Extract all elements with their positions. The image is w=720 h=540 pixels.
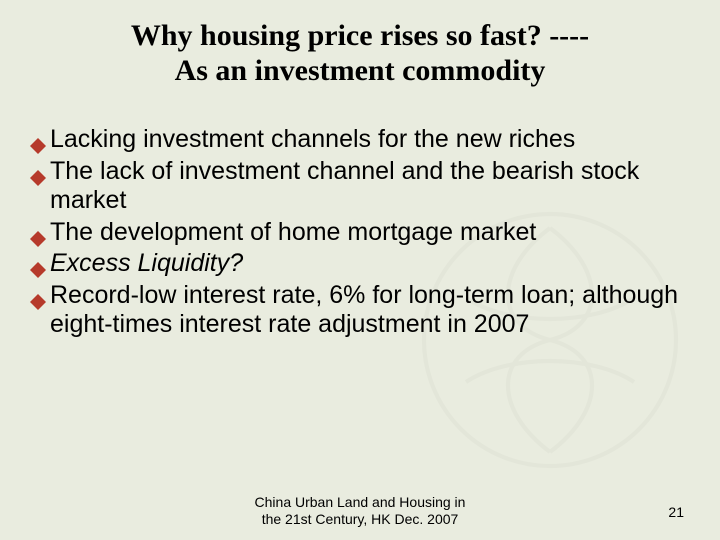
diamond-bullet-icon: [30, 256, 46, 272]
bullet-item: Record-low interest rate, 6% for long-te…: [30, 281, 690, 340]
bullet-text: Lacking investment channels for the new …: [50, 125, 690, 155]
footer-center: China Urban Land and Housing in the 21st…: [200, 494, 520, 528]
footer-line-1: China Urban Land and Housing in: [200, 494, 520, 511]
title-line-2: As an investment commodity: [0, 53, 720, 88]
slide-title: Why housing price rises so fast? ---- As…: [0, 18, 720, 89]
bullet-item: The lack of investment channel and the b…: [30, 157, 690, 216]
bullet-item: Lacking investment channels for the new …: [30, 125, 690, 155]
bullet-text: The development of home mortgage market: [50, 218, 690, 248]
diamond-bullet-icon: [30, 132, 46, 148]
footer-line-2: the 21st Century, HK Dec. 2007: [200, 511, 520, 528]
bullet-item: Excess Liquidity?: [30, 249, 690, 279]
diamond-bullet-icon: [30, 164, 46, 180]
bullet-item: The development of home mortgage market: [30, 218, 690, 248]
diamond-bullet-icon: [30, 288, 46, 304]
bullet-text: Excess Liquidity?: [50, 249, 690, 279]
page-number: 21: [668, 504, 684, 520]
bullet-text: The lack of investment channel and the b…: [50, 157, 690, 216]
bullet-list: Lacking investment channels for the new …: [30, 125, 690, 342]
title-line-1: Why housing price rises so fast? ----: [0, 18, 720, 53]
diamond-bullet-icon: [30, 225, 46, 241]
bullet-text: Record-low interest rate, 6% for long-te…: [50, 281, 690, 340]
slide: Why housing price rises so fast? ---- As…: [0, 0, 720, 540]
